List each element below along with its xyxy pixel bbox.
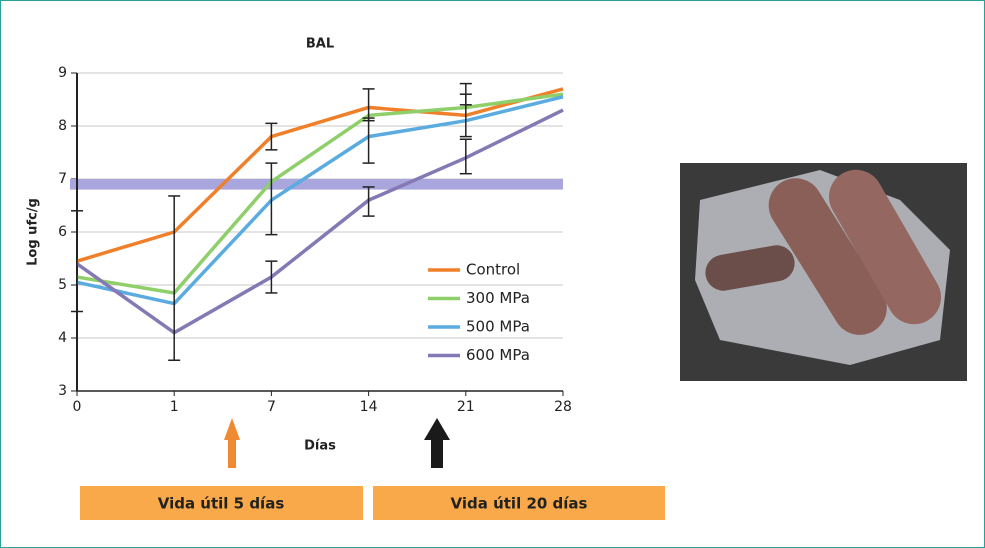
legend-label: 300 MPa: [466, 289, 530, 307]
y-tick-label: 9: [58, 65, 67, 81]
y-tick-label: 4: [58, 330, 67, 346]
chart: BAL Log ufc/g Días Vida útil 5 días Vida…: [0, 0, 985, 548]
y-tick-label: 3: [58, 383, 67, 399]
x-tick-label: 21: [457, 399, 475, 415]
threshold-band: [70, 179, 563, 190]
y-tick-label: 5: [58, 277, 67, 293]
photo: [680, 160, 967, 381]
x-tick-label: 28: [554, 399, 572, 415]
arrow-orange: [224, 418, 240, 468]
x-axis-label: Días: [304, 439, 336, 454]
arrow-black: [424, 418, 450, 468]
legend-label: Control: [466, 261, 520, 279]
x-tick-label: 14: [360, 399, 378, 415]
x-tick-label: 0: [73, 399, 82, 415]
y-tick-label: 6: [58, 224, 67, 240]
legend-label: 600 MPa: [466, 346, 530, 364]
chart-title: BAL: [306, 37, 334, 52]
annotation: Vida útil 5 días: [158, 495, 285, 513]
y-tick-label: 8: [58, 118, 67, 134]
x-tick-label: 7: [267, 399, 276, 415]
y-axis-label: Log ufc/g: [26, 198, 41, 266]
annotation: Vida útil 20 días: [451, 495, 588, 513]
x-tick-label: 1: [170, 399, 179, 415]
legend-label: 500 MPa: [466, 318, 530, 336]
y-tick-label: 7: [58, 171, 67, 187]
